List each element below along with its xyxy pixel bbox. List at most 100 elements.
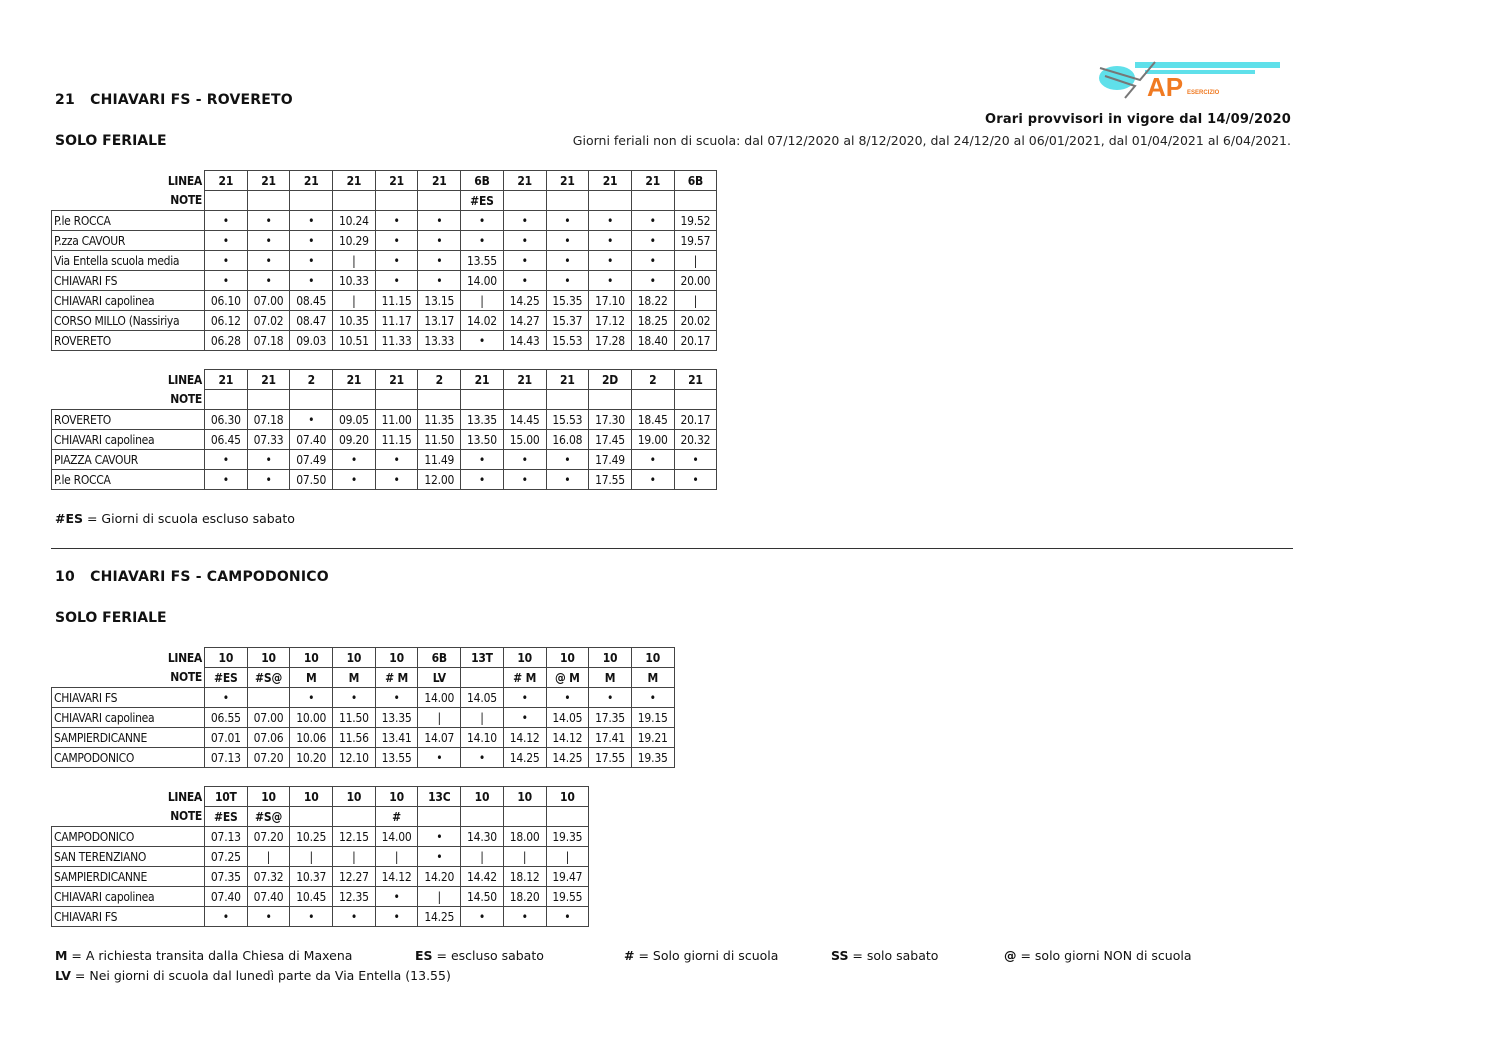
linea-cell: 21	[417, 170, 462, 191]
linea-cell: 10	[502, 786, 547, 807]
time-cell: 14.20	[417, 866, 462, 887]
linea-cell: 10	[630, 647, 675, 668]
linea-cell: 21	[374, 170, 419, 191]
note-cell	[332, 190, 376, 211]
table-row: CHIAVARI capolinea 07.40 07.40 10.45 12.35 • |…	[51, 886, 590, 907]
time-cell: •	[417, 826, 462, 847]
time-cell: 11.00	[374, 409, 419, 430]
time-cell: 17.55	[588, 747, 632, 768]
time-cell: 17.49	[588, 449, 632, 470]
note-label: NOTE	[51, 806, 205, 827]
time-cell: 12.10	[332, 747, 376, 768]
time-cell: 13.55	[460, 250, 504, 271]
time-cell: |	[673, 250, 718, 271]
time-cell: 06.45	[204, 429, 248, 450]
time-cell: 17.10	[588, 290, 632, 311]
note-cell	[545, 190, 590, 211]
atp-logo: AP ESERCIZIO	[1099, 61, 1280, 100]
linea-cell: 10	[289, 647, 334, 668]
note-cell	[502, 806, 547, 827]
stop-name: PIAZZA CAVOUR	[51, 449, 205, 470]
time-cell: •	[289, 687, 334, 708]
stop-name: P.zza CAVOUR	[51, 230, 205, 251]
time-cell: 07.25	[204, 846, 248, 867]
time-cell: 07.33	[246, 429, 291, 450]
time-cell: •	[374, 886, 419, 907]
time-cell: 14.05	[460, 687, 504, 708]
time-cell: •	[374, 230, 419, 251]
time-cell: •	[545, 210, 590, 231]
time-cell: •	[374, 469, 419, 490]
table-row: CHIAVARI capolinea 06.10 07.00 08.45 | 11.15 1…	[51, 290, 718, 311]
time-cell: 15.00	[502, 429, 547, 450]
note-lv: LV = Nei giorni di scuola dal lunedì par…	[55, 968, 451, 983]
note-cell	[332, 389, 376, 410]
time-cell: •	[289, 409, 334, 430]
time-cell: 10.45	[289, 886, 334, 907]
time-cell: •	[374, 449, 419, 470]
time-cell: •	[246, 250, 291, 271]
time-cell: 13.35	[374, 707, 419, 728]
note-cell: LV	[417, 667, 462, 688]
time-cell: |	[332, 290, 376, 311]
stop-name: ROVERETO	[51, 330, 205, 351]
stop-name: CHIAVARI FS	[51, 270, 205, 291]
table-row: Via Entella scuola media • • • | • • 13.55 • • • • |	[51, 250, 718, 271]
time-cell: 10.37	[289, 866, 334, 887]
time-cell: 12.35	[332, 886, 376, 907]
linea-cell: 6B	[417, 647, 462, 668]
time-cell: •	[502, 270, 547, 291]
linea-cell: 2D	[588, 369, 632, 390]
time-cell: •	[204, 469, 248, 490]
time-cell: •	[460, 230, 504, 251]
note-cell	[588, 389, 632, 410]
time-cell: •	[588, 250, 632, 271]
time-cell: 10.06	[289, 727, 334, 748]
time-cell: 07.01	[204, 727, 248, 748]
time-cell: •	[630, 687, 675, 708]
stop-name: P.le ROCCA	[51, 210, 205, 231]
note-cell	[460, 389, 504, 410]
time-cell: 17.55	[588, 469, 632, 490]
table-row: CHIAVARI FS • • • • • 14.25 • • •	[51, 906, 590, 927]
time-cell: •	[289, 230, 334, 251]
note-cell	[417, 190, 462, 211]
time-cell: 14.00	[417, 687, 462, 708]
linea-cell: 13C	[417, 786, 462, 807]
time-cell: •	[417, 230, 462, 251]
time-cell: •	[460, 330, 504, 351]
note-cell	[545, 389, 590, 410]
time-cell: 19.52	[673, 210, 718, 231]
time-cell: 14.05	[545, 707, 590, 728]
time-cell: •	[545, 230, 590, 251]
linea-cell: 21	[204, 369, 248, 390]
note-ss: SS = solo sabato	[831, 948, 939, 963]
time-cell: 06.30	[204, 409, 248, 430]
time-cell: •	[374, 906, 419, 927]
time-cell: 20.17	[673, 409, 718, 430]
note-es-legend: ES = escluso sabato	[415, 948, 544, 963]
time-cell: |	[460, 290, 504, 311]
time-cell: •	[246, 230, 291, 251]
time-cell: •	[246, 906, 291, 927]
time-cell: 14.50	[460, 886, 504, 907]
time-cell: 14.30	[460, 826, 504, 847]
time-cell: •	[332, 687, 376, 708]
linea-cell: 10	[374, 786, 419, 807]
linea-cell: 21	[545, 170, 590, 191]
time-cell: •	[545, 270, 590, 291]
linea-cell: 2	[630, 369, 675, 390]
time-cell: 11.33	[374, 330, 419, 351]
note-cell	[246, 190, 291, 211]
time-cell: 12.00	[417, 469, 462, 490]
note-cell	[417, 806, 462, 827]
time-cell: 08.47	[289, 310, 334, 331]
linea-cell: 21	[630, 170, 675, 191]
note-cell: @ M	[545, 667, 590, 688]
linea-label: LINEA	[51, 786, 205, 807]
time-cell: 09.20	[332, 429, 376, 450]
linea-cell: 6B	[673, 170, 718, 191]
time-cell: •	[588, 687, 632, 708]
time-cell: 06.55	[204, 707, 248, 728]
timetable-10-return: LINEA 10T 10 10 10 10 13C 10 10 10 NOTE #ES #S@ # CAMP…	[51, 786, 590, 927]
